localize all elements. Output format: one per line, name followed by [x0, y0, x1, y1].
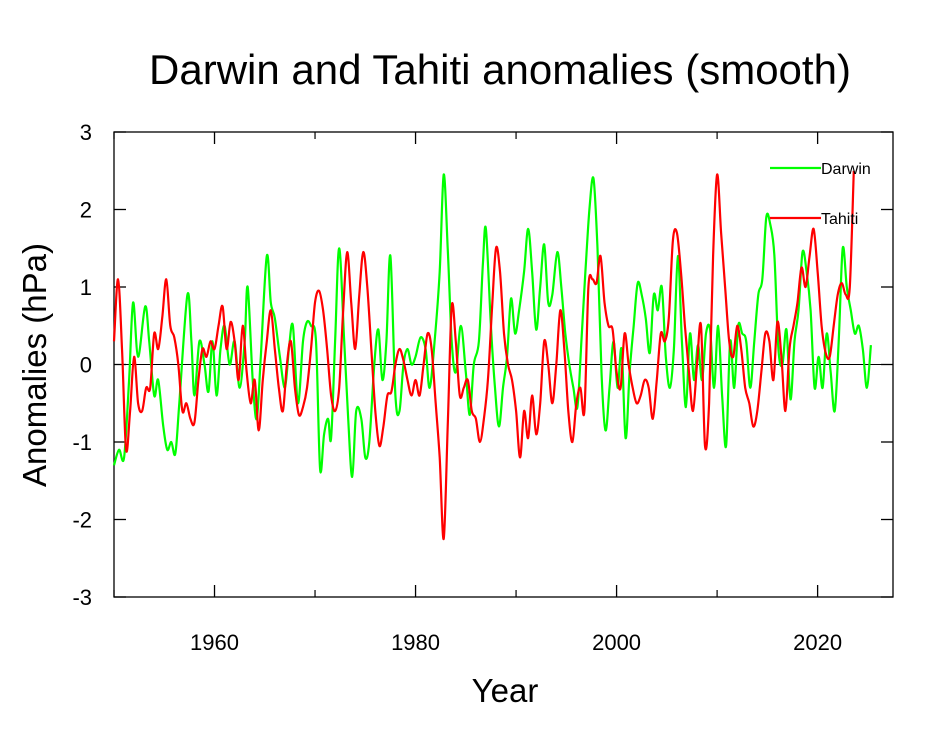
- x-tick-label: 1960: [190, 630, 239, 655]
- y-tick-label: 1: [80, 275, 92, 300]
- y-tick-label: -3: [72, 585, 92, 610]
- series-line-tahiti: [112, 170, 855, 541]
- y-axis-label: Anomalies (hPa): [16, 243, 53, 487]
- chart-title: Darwin and Tahiti anomalies (smooth): [149, 46, 851, 93]
- y-tick-label: -2: [72, 508, 92, 533]
- x-tick-label: 2020: [793, 630, 842, 655]
- legend-label-darwin: Darwin: [821, 161, 871, 178]
- axis-layer: -3 -2 -1 0 1 2 3 1960 1980 2000 2020: [72, 120, 894, 655]
- legend: Darwin Tahiti: [770, 161, 871, 228]
- y-tick-label: 2: [80, 198, 92, 223]
- y-tick-label: 3: [80, 120, 92, 145]
- x-tick-label: 2000: [592, 630, 641, 655]
- y-tick-label: -1: [72, 430, 92, 455]
- series-layer: [112, 170, 872, 541]
- x-tick-label: 1980: [391, 630, 440, 655]
- y-tick-label: 0: [80, 353, 92, 378]
- legend-label-tahiti: Tahiti: [821, 211, 858, 228]
- series-line-darwin: [112, 173, 872, 479]
- x-axis-label: Year: [472, 672, 539, 709]
